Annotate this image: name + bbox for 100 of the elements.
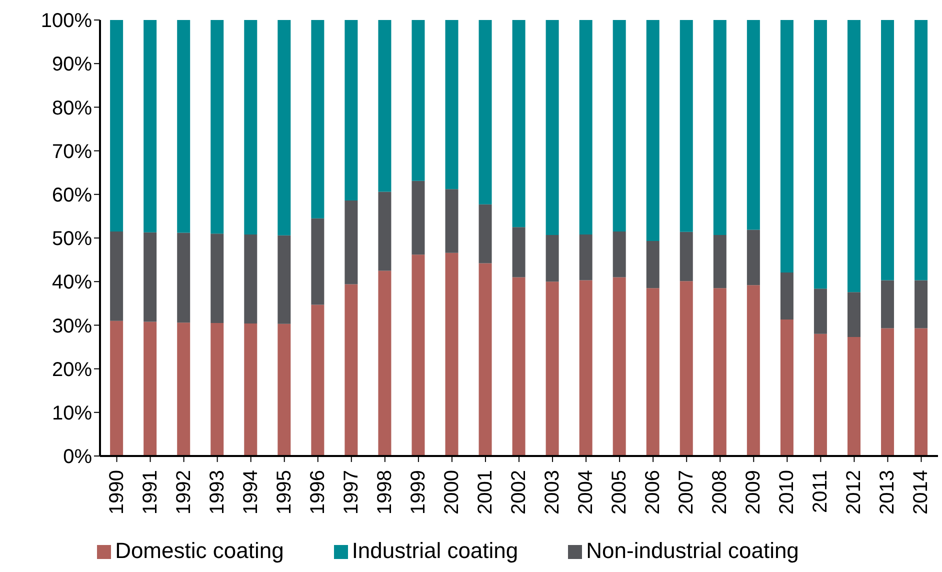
bar xyxy=(478,204,492,264)
bar xyxy=(646,241,660,288)
bar xyxy=(445,189,458,253)
bar xyxy=(780,20,794,272)
bar xyxy=(378,270,392,456)
x-tick-label: 2004 xyxy=(575,470,598,514)
bar xyxy=(713,20,726,235)
bar xyxy=(512,20,526,228)
legend-label: Industrial coating xyxy=(352,538,518,563)
y-tick-label: 90% xyxy=(52,54,92,76)
bar xyxy=(914,280,928,328)
bar xyxy=(814,20,827,289)
bar xyxy=(713,234,726,288)
bar xyxy=(612,277,626,456)
x-tick-label: 1998 xyxy=(374,470,396,514)
bar xyxy=(177,20,190,233)
x-tick-label: 2003 xyxy=(542,470,564,514)
x-tick-label: 1996 xyxy=(306,470,329,514)
bar xyxy=(746,20,760,230)
y-tick-label: 50% xyxy=(52,228,92,250)
bar xyxy=(746,285,760,456)
bar xyxy=(680,281,693,456)
bar xyxy=(177,232,190,323)
bar xyxy=(278,235,291,324)
bar xyxy=(814,288,827,334)
y-tick-label: 20% xyxy=(52,358,92,381)
x-tick-label: 2002 xyxy=(508,470,530,514)
x-tick-label: 1993 xyxy=(206,470,228,514)
y-tick-label: 100% xyxy=(40,10,92,32)
bar xyxy=(311,20,324,218)
bar xyxy=(177,322,190,456)
bar xyxy=(881,20,894,280)
bar xyxy=(814,334,827,456)
y-tick-label: 0% xyxy=(63,446,92,468)
bar xyxy=(612,231,626,278)
legend-label: Domestic coating xyxy=(115,538,284,563)
x-tick-label: 2006 xyxy=(642,470,664,514)
bar xyxy=(344,284,358,456)
x-tick-label: 2009 xyxy=(742,470,765,514)
y-tick-label: 80% xyxy=(52,97,92,120)
bar xyxy=(110,20,124,232)
x-tick-label: 2010 xyxy=(776,470,798,514)
x-tick-label: 2011 xyxy=(810,470,832,514)
bar xyxy=(412,254,425,456)
bar xyxy=(311,304,324,456)
bar xyxy=(344,20,358,201)
x-tick-label: 1991 xyxy=(139,470,162,514)
x-tick-label: 2012 xyxy=(843,470,866,514)
y-tick-label: 10% xyxy=(52,402,92,424)
x-tick-label: 1999 xyxy=(407,470,430,514)
bar xyxy=(914,20,928,280)
bar xyxy=(210,20,224,234)
x-tick-label: 1990 xyxy=(106,470,128,514)
bar xyxy=(546,20,559,235)
x-tick-label: 1994 xyxy=(240,470,262,514)
bar xyxy=(680,20,693,232)
bar xyxy=(311,218,324,305)
bar xyxy=(278,20,291,236)
bar xyxy=(412,20,425,181)
bar xyxy=(378,192,392,271)
bar xyxy=(244,20,258,235)
x-tick-label: 1992 xyxy=(172,470,195,514)
legend-label: Non-industrial coating xyxy=(586,538,799,563)
bar xyxy=(746,230,760,286)
bar xyxy=(210,323,224,456)
bar xyxy=(780,320,794,456)
bar xyxy=(847,336,860,456)
bar xyxy=(478,263,492,456)
bar xyxy=(847,20,860,292)
bar xyxy=(512,227,526,278)
bar xyxy=(144,20,157,232)
bar xyxy=(244,234,258,324)
x-tick-label: 1997 xyxy=(340,470,362,514)
y-tick-label: 70% xyxy=(52,140,92,163)
bar xyxy=(713,288,726,456)
bar xyxy=(412,180,425,255)
bar xyxy=(144,232,157,322)
x-tick-label: 2001 xyxy=(474,470,496,514)
bar xyxy=(110,320,124,456)
bar xyxy=(680,232,693,282)
bar xyxy=(881,328,894,456)
x-tick-label: 2008 xyxy=(709,470,732,514)
x-tick-label: 2007 xyxy=(676,470,698,514)
bar xyxy=(579,20,592,235)
bar xyxy=(646,288,660,456)
x-tick-label: 2013 xyxy=(876,470,899,514)
bar xyxy=(244,323,258,456)
bar xyxy=(110,231,124,321)
y-tick-label: 30% xyxy=(52,315,92,338)
bar xyxy=(546,282,559,456)
bar xyxy=(344,200,358,284)
x-tick-label: 2005 xyxy=(608,470,631,514)
x-tick-label: 2014 xyxy=(910,470,932,514)
bar xyxy=(445,252,458,456)
x-tick-label: 2000 xyxy=(440,470,463,514)
bar xyxy=(546,234,559,282)
bar xyxy=(144,322,157,456)
bar xyxy=(378,20,392,192)
y-tick-label: 60% xyxy=(52,184,92,206)
bar xyxy=(780,272,794,320)
